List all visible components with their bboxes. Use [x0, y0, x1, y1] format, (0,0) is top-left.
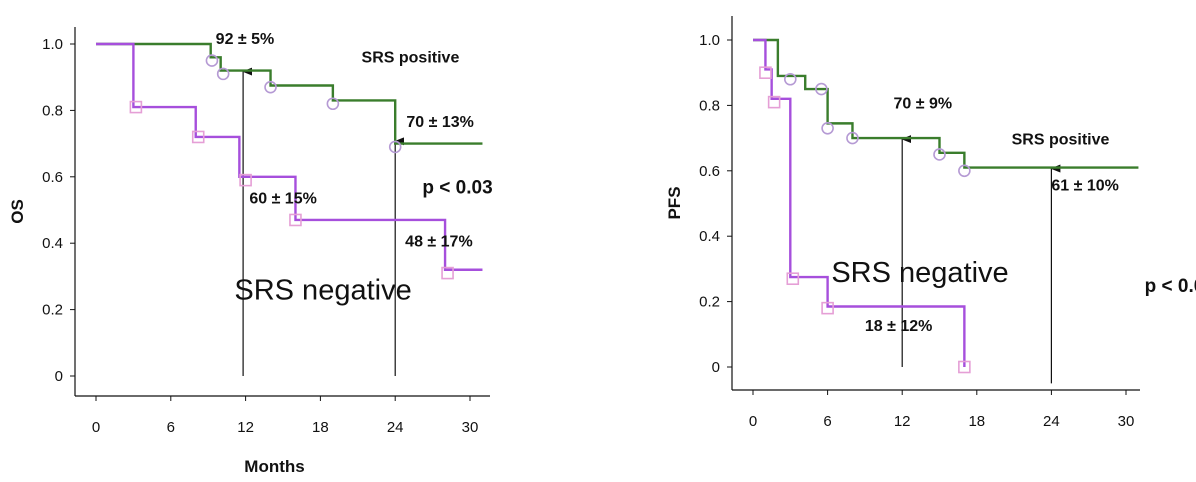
- censor-mark-square: [821, 301, 834, 315]
- x-tick-label: 12: [894, 413, 911, 430]
- x-tick-label: 18: [312, 419, 329, 436]
- annotation: SRS positive: [362, 49, 460, 66]
- y-tick-label: 0: [712, 359, 720, 376]
- annotation: p < 0.00·: [1145, 276, 1196, 297]
- annotation: 70 ± 13%: [406, 114, 474, 131]
- x-tick-label: 12: [237, 419, 254, 436]
- y-tick-label: 0.4: [42, 235, 63, 252]
- annotation: 18 ± 12%: [865, 318, 933, 335]
- censor-mark-circle: [815, 82, 828, 96]
- annotation: 48 ± 17%: [405, 234, 473, 251]
- censor-mark-square: [759, 66, 772, 79]
- y-tick-label: 1.0: [699, 32, 720, 49]
- censor-mark-circle: [958, 164, 971, 178]
- censor-mark-square: [767, 95, 781, 109]
- x-tick-label: 30: [1118, 413, 1135, 430]
- annotation: SRS positive: [1012, 132, 1110, 149]
- censor-mark-square: [289, 213, 302, 227]
- x-tick-label: 24: [387, 419, 404, 436]
- censor-mark-circle: [821, 121, 834, 135]
- y-tick-label: 0.8: [42, 102, 63, 119]
- y-tick-label: 0: [55, 368, 63, 385]
- km-curve-srs-positive: [753, 38, 1139, 169]
- y-axis-label: OS: [8, 199, 27, 224]
- censor-mark-circle: [205, 54, 219, 67]
- x-tick-label: 24: [1043, 413, 1060, 430]
- censor-mark-circle: [388, 140, 402, 154]
- km-curve-srs-negative: [96, 42, 483, 271]
- x-tick-label: 18: [968, 413, 985, 430]
- censor-mark-square: [786, 272, 800, 286]
- annotation: SRS negative: [831, 257, 1008, 289]
- annotation: 60 ± 15%: [249, 190, 317, 207]
- censor-mark-circle: [264, 80, 277, 94]
- censor-mark-square: [239, 173, 252, 187]
- x-axis-label: Months: [244, 457, 304, 476]
- chart-panel-1: 0 0.2 0.4 0.6 0.8 1.0 0 6 12 18 24 30 OS Months 92 ± 5…: [8, 27, 493, 476]
- annotation: 70 ± 9%: [893, 96, 952, 113]
- y-tick-label: 0.2: [42, 302, 63, 319]
- annotation: SRS negative: [234, 275, 411, 307]
- censor-mark-square: [441, 266, 454, 280]
- x-tick-label: 6: [823, 413, 831, 430]
- x-tick-label: 0: [92, 419, 100, 436]
- annotation: p < 0.03: [422, 177, 492, 198]
- censor-mark-circle: [846, 131, 859, 145]
- x-tick-label: 30: [462, 419, 479, 436]
- km-curve-srs-negative: [753, 38, 966, 367]
- y-tick-label: 0.6: [42, 169, 63, 186]
- censor-mark-circle: [783, 72, 797, 86]
- censor-mark-circle: [326, 97, 340, 111]
- y-tick-label: 0.4: [699, 228, 720, 245]
- y-tick-label: 0.2: [699, 294, 720, 311]
- annotation: 61 ± 10%: [1051, 177, 1119, 194]
- censor-mark-square: [958, 360, 971, 374]
- censor-mark-circle: [216, 67, 230, 81]
- x-tick-label: 0: [749, 413, 757, 430]
- censor-mark-square: [191, 130, 205, 144]
- censor-mark-square: [129, 100, 143, 114]
- censor-mark-circle: [933, 148, 946, 161]
- y-tick-label: 0.8: [699, 97, 720, 114]
- y-axis-label: PFS: [665, 186, 684, 219]
- y-tick-label: 0.6: [699, 163, 720, 180]
- chart-panel-2: 0 0.2 0.4 0.6 0.8 1.0 0 6 12 18 24 30 PFS 70 ± 9% SRS …: [665, 16, 1196, 430]
- x-tick-label: 6: [167, 419, 175, 436]
- y-tick-label: 1.0: [42, 36, 63, 53]
- annotation: 92 ± 5%: [216, 31, 275, 48]
